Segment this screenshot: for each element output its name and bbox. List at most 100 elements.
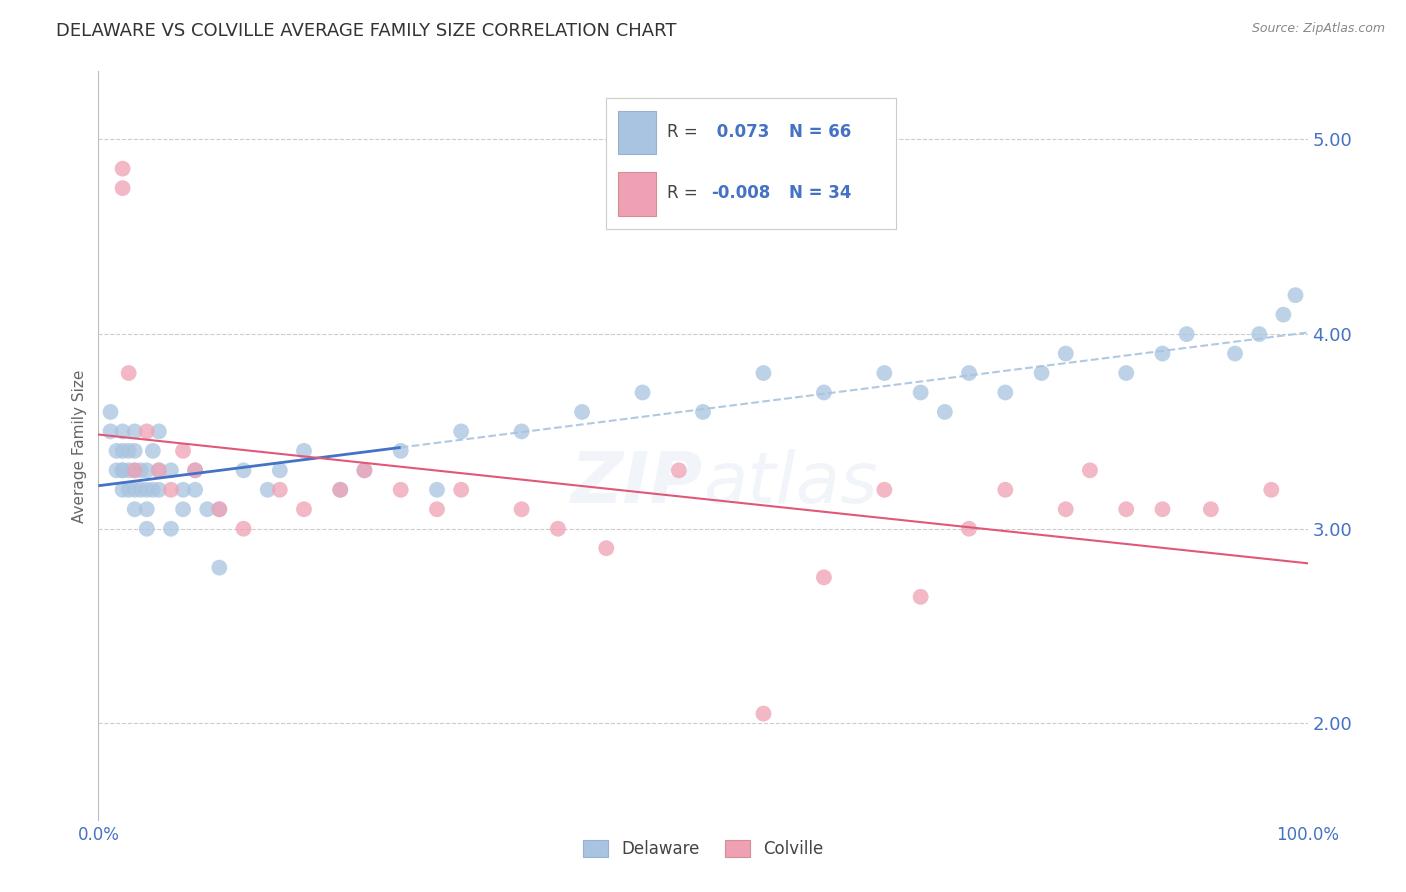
Point [547, 522, 569, 536]
Point [910, 590, 932, 604]
Point [873, 366, 896, 380]
Point [813, 570, 835, 584]
Point [184, 463, 207, 477]
Point [1078, 463, 1101, 477]
Point [1054, 502, 1077, 516]
Point [934, 405, 956, 419]
Point [105, 443, 128, 458]
Text: DELAWARE VS COLVILLE AVERAGE FAMILY SIZE CORRELATION CHART: DELAWARE VS COLVILLE AVERAGE FAMILY SIZE… [56, 22, 676, 40]
Point [148, 425, 170, 439]
Point [692, 405, 714, 419]
Point [105, 463, 128, 477]
Point [910, 385, 932, 400]
Point [135, 522, 157, 536]
Point [208, 502, 231, 516]
Point [1031, 366, 1053, 380]
Point [160, 483, 183, 497]
Point [450, 425, 472, 439]
Legend: Delaware, Colville: Delaware, Colville [576, 833, 830, 864]
Point [873, 483, 896, 497]
Point [118, 483, 141, 497]
Point [232, 522, 254, 536]
Text: atlas: atlas [703, 449, 877, 518]
Point [124, 443, 146, 458]
Point [426, 483, 449, 497]
Point [1115, 366, 1137, 380]
Point [668, 463, 690, 477]
Point [100, 405, 122, 419]
Point [510, 502, 533, 516]
Point [389, 443, 412, 458]
Point [329, 483, 352, 497]
Point [450, 483, 472, 497]
Point [172, 483, 194, 497]
Point [142, 443, 165, 458]
Point [124, 463, 146, 477]
Point [1054, 346, 1077, 360]
Point [148, 463, 170, 477]
Point [813, 385, 835, 400]
Point [124, 502, 146, 516]
Point [172, 502, 194, 516]
Point [111, 443, 134, 458]
Point [353, 463, 375, 477]
Point [329, 483, 352, 497]
Point [957, 366, 980, 380]
Point [292, 502, 315, 516]
Point [160, 463, 183, 477]
Point [269, 463, 291, 477]
Point [124, 483, 146, 497]
Point [172, 443, 194, 458]
Point [160, 522, 183, 536]
Point [118, 463, 141, 477]
Point [571, 405, 593, 419]
Point [118, 366, 141, 380]
Point [135, 425, 157, 439]
Point [148, 463, 170, 477]
Point [148, 483, 170, 497]
Point [1152, 502, 1174, 516]
Point [1284, 288, 1306, 302]
Point [389, 483, 412, 497]
Point [595, 541, 617, 556]
Point [426, 502, 449, 516]
Point [1152, 346, 1174, 360]
Point [1223, 346, 1246, 360]
Point [142, 483, 165, 497]
Point [510, 425, 533, 439]
Point [208, 560, 231, 574]
Point [124, 463, 146, 477]
Point [1115, 502, 1137, 516]
Point [184, 483, 207, 497]
Text: Source: ZipAtlas.com: Source: ZipAtlas.com [1251, 22, 1385, 36]
Point [195, 502, 218, 516]
Point [752, 366, 775, 380]
Point [111, 425, 134, 439]
Point [752, 706, 775, 721]
Point [292, 443, 315, 458]
Point [135, 502, 157, 516]
Point [135, 463, 157, 477]
Point [111, 161, 134, 176]
Point [129, 483, 152, 497]
Point [994, 385, 1017, 400]
Point [111, 463, 134, 477]
Y-axis label: Average Family Size: Average Family Size [72, 369, 87, 523]
Point [111, 463, 134, 477]
Point [232, 463, 254, 477]
Point [124, 425, 146, 439]
Point [256, 483, 278, 497]
Point [208, 502, 231, 516]
Point [269, 483, 291, 497]
Point [1175, 327, 1198, 342]
Point [111, 181, 134, 195]
Point [1272, 308, 1295, 322]
Text: ZIP: ZIP [571, 449, 703, 518]
Point [184, 463, 207, 477]
Point [100, 425, 122, 439]
Point [1260, 483, 1282, 497]
Point [994, 483, 1017, 497]
Point [1249, 327, 1271, 342]
Point [631, 385, 654, 400]
Point [957, 522, 980, 536]
